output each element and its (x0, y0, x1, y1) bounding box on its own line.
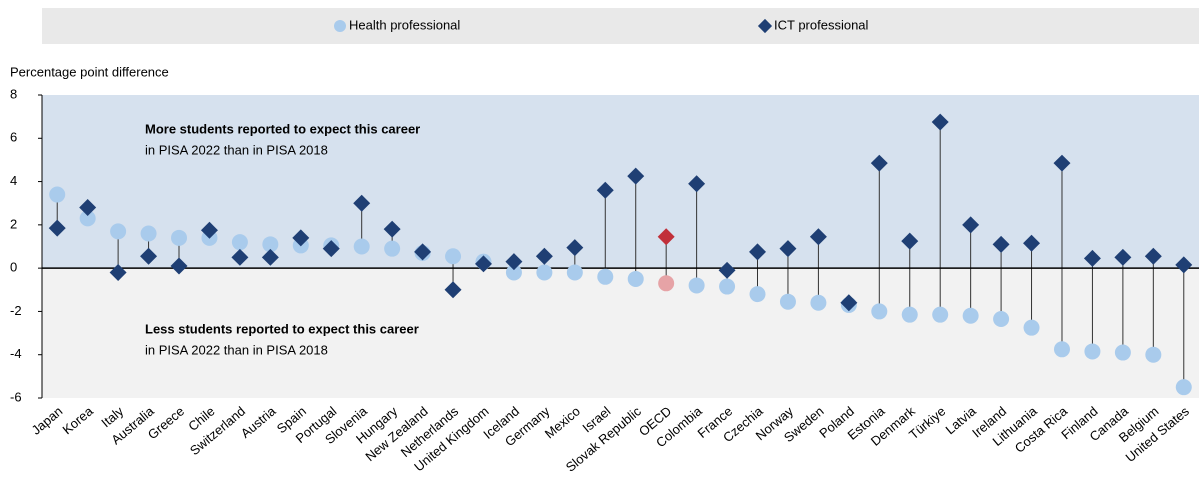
annotation-title: Less students reported to expect this ca… (145, 321, 419, 336)
health-dot (1145, 346, 1162, 363)
x-tick-label: Japan (29, 403, 66, 437)
ict-diamond (749, 243, 766, 261)
ict-diamond (596, 181, 614, 199)
ict-diamond (657, 228, 675, 246)
ict-diamond (505, 253, 523, 271)
y-tick-label: 4 (10, 173, 17, 188)
health-dot (384, 240, 401, 257)
health-dot (1114, 344, 1131, 361)
ict-diamond (475, 255, 492, 273)
x-tick-label: Austria (238, 403, 279, 441)
health-dot (1023, 319, 1040, 336)
ict-diamond (840, 294, 858, 312)
ict-diamond (779, 240, 797, 258)
health-dot (719, 278, 736, 295)
health-dot (901, 306, 918, 323)
health-dot (627, 270, 644, 287)
x-tick-label: Mexico (542, 403, 583, 441)
health-dot (566, 264, 583, 281)
health-dot (779, 293, 796, 310)
y-tick-label: -6 (10, 389, 22, 404)
health-dot (962, 307, 979, 324)
legend-label: Health professional (349, 17, 460, 32)
health-dot (505, 264, 522, 281)
ict-diamond (535, 247, 553, 265)
annotation-text: in PISA 2022 than in PISA 2018 (145, 342, 328, 357)
y-tick-label: 6 (10, 130, 17, 145)
legend-box (42, 8, 1199, 44)
negative-region (42, 268, 1199, 398)
ict-diamond (414, 243, 432, 261)
ict-diamond (870, 154, 888, 172)
ict-diamond (79, 199, 97, 217)
health-dot (1084, 343, 1101, 360)
ict-diamond (809, 228, 827, 246)
ict-diamond (931, 113, 949, 131)
annotation-text: in PISA 2022 than in PISA 2018 (145, 142, 328, 157)
y-tick-label: -2 (10, 303, 22, 318)
health-dot (658, 275, 675, 292)
y-tick-label: 0 (10, 260, 17, 275)
health-dot (353, 238, 370, 255)
y-tick-label: -4 (10, 346, 22, 361)
ict-diamond (688, 175, 706, 193)
ict-diamond (109, 263, 127, 281)
ict-diamond (992, 235, 1010, 253)
ict-diamond (231, 248, 249, 266)
ict-diamond (383, 220, 401, 238)
ict-diamond (353, 194, 371, 212)
health-dot (688, 277, 705, 294)
health-dot (871, 303, 888, 320)
health-dot (110, 223, 127, 240)
ict-diamond (627, 167, 645, 185)
ict-diamond (901, 232, 919, 250)
ict-diamond (170, 257, 188, 275)
ict-diamond (322, 240, 340, 258)
health-dot (171, 229, 188, 246)
annotation-title: More students reported to expect this ca… (145, 121, 420, 136)
health-dot (597, 268, 614, 285)
y-axis-label: Percentage point difference (10, 64, 169, 79)
y-tick-label: 8 (10, 86, 17, 101)
ict-diamond (200, 221, 218, 239)
legend-label: ICT professional (774, 17, 869, 32)
ict-diamond (566, 239, 584, 257)
ict-diamond (962, 216, 980, 234)
ict-diamond (292, 229, 310, 247)
health-dot (1053, 341, 1070, 358)
legend-marker (757, 18, 773, 34)
health-dot (49, 186, 66, 203)
ict-diamond (444, 281, 462, 299)
ict-diamond (261, 248, 279, 266)
health-dot (932, 306, 949, 323)
health-dot (749, 286, 766, 303)
health-dot (445, 248, 462, 265)
health-dot (231, 234, 248, 251)
health-dot (993, 311, 1010, 328)
ict-diamond (140, 247, 158, 265)
health-dot (79, 210, 96, 227)
health-dot (140, 225, 157, 242)
y-tick-label: 2 (10, 216, 17, 231)
ict-diamond (718, 261, 736, 279)
health-dot (1175, 379, 1192, 396)
legend-marker (334, 20, 346, 32)
health-dot (810, 294, 827, 311)
health-dot (536, 264, 553, 281)
health-dot (262, 236, 279, 253)
x-tick-label: Korea (60, 403, 97, 437)
